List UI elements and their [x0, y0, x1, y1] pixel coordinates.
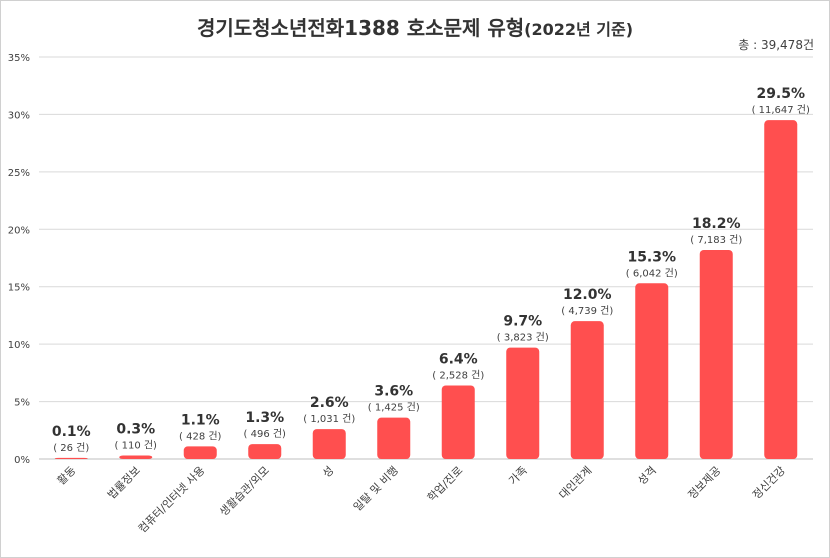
y-tick-label: 25%: [8, 168, 30, 179]
value-label: 15.3%: [627, 249, 676, 265]
x-tick-label: 가족: [506, 464, 530, 488]
bar: [119, 455, 153, 459]
bar: [312, 429, 346, 459]
x-tick-label: 정보제공: [686, 464, 724, 502]
y-tick-label: 10%: [8, 340, 30, 351]
count-label: ( 26 건): [53, 442, 89, 454]
y-axis-ticks: 0% 5% 10% 15% 20% 25% 30% 35%: [8, 53, 30, 466]
value-label: 18.2%: [692, 216, 741, 232]
bar: [635, 283, 669, 459]
bar: [570, 321, 604, 459]
bar: [377, 417, 411, 459]
x-tick-label: 대인관계: [557, 464, 595, 502]
chart-title: 경기도청소년전화1388 호소문제 유형(2022년 기준): [197, 16, 633, 40]
chart-title-suffix: (2022년 기준): [524, 20, 633, 39]
bar: [699, 249, 733, 459]
count-label: ( 4,739 건): [561, 305, 613, 317]
y-tick-label: 20%: [8, 225, 30, 236]
total-count-label: 총 : 39,478건: [738, 38, 814, 52]
data-labels: 0.1% ( 26 건) 0.3% ( 110 건) 1.1% ( 428 건) 1.3% (…: [52, 86, 810, 454]
y-tick-label: 0%: [14, 455, 30, 466]
count-label: ( 3,823 건): [497, 332, 549, 344]
bar: [764, 120, 798, 460]
bar: [441, 385, 475, 459]
y-tick-label: 35%: [8, 53, 30, 64]
chart-title-main: 경기도청소년전화1388 호소문제 유형: [197, 16, 524, 40]
value-label: 9.7%: [503, 314, 542, 330]
count-label: ( 1,425 건): [368, 402, 420, 414]
x-tick-label: 성: [320, 464, 336, 480]
value-label: 12.0%: [563, 287, 612, 303]
bar: [506, 347, 540, 459]
gridlines: [39, 56, 813, 460]
value-label: 2.6%: [310, 395, 349, 411]
y-tick-label: 15%: [8, 283, 30, 294]
y-tick-label: 5%: [14, 398, 30, 409]
count-label: ( 2,528 건): [432, 369, 484, 381]
count-label: ( 1,031 건): [303, 413, 355, 425]
count-label: ( 7,183 건): [690, 234, 742, 246]
value-label: 29.5%: [756, 86, 805, 102]
count-label: ( 428 건): [179, 430, 222, 442]
value-label: 3.6%: [374, 384, 413, 400]
x-tick-label: 성격: [635, 464, 659, 488]
x-tick-label: 정신건강: [750, 464, 788, 502]
value-label: 1.3%: [245, 410, 284, 426]
y-tick-label: 30%: [8, 110, 30, 121]
value-label: 0.1%: [52, 424, 91, 440]
value-label: 1.1%: [181, 412, 220, 428]
x-tick-label: 활동: [54, 463, 78, 487]
value-label: 6.4%: [439, 351, 478, 367]
count-label: ( 496 건): [244, 428, 287, 440]
bar: [248, 444, 282, 459]
value-label: 0.3%: [116, 422, 155, 438]
x-tick-label: 법률정보: [105, 464, 143, 502]
count-label: ( 11,647 건): [752, 104, 810, 116]
x-tick-label: 컴퓨터/인터넷 사용: [136, 464, 208, 536]
bar: [54, 457, 88, 459]
count-label: ( 110 건): [115, 440, 158, 452]
bars: [54, 120, 798, 460]
x-tick-label: 일탈 및 비행: [350, 463, 401, 514]
count-label: ( 6,042 건): [626, 267, 678, 279]
bar: [183, 446, 217, 459]
x-tick-label: 생활습관/외모: [216, 463, 271, 518]
x-tick-label: 학업/진로: [425, 464, 465, 504]
